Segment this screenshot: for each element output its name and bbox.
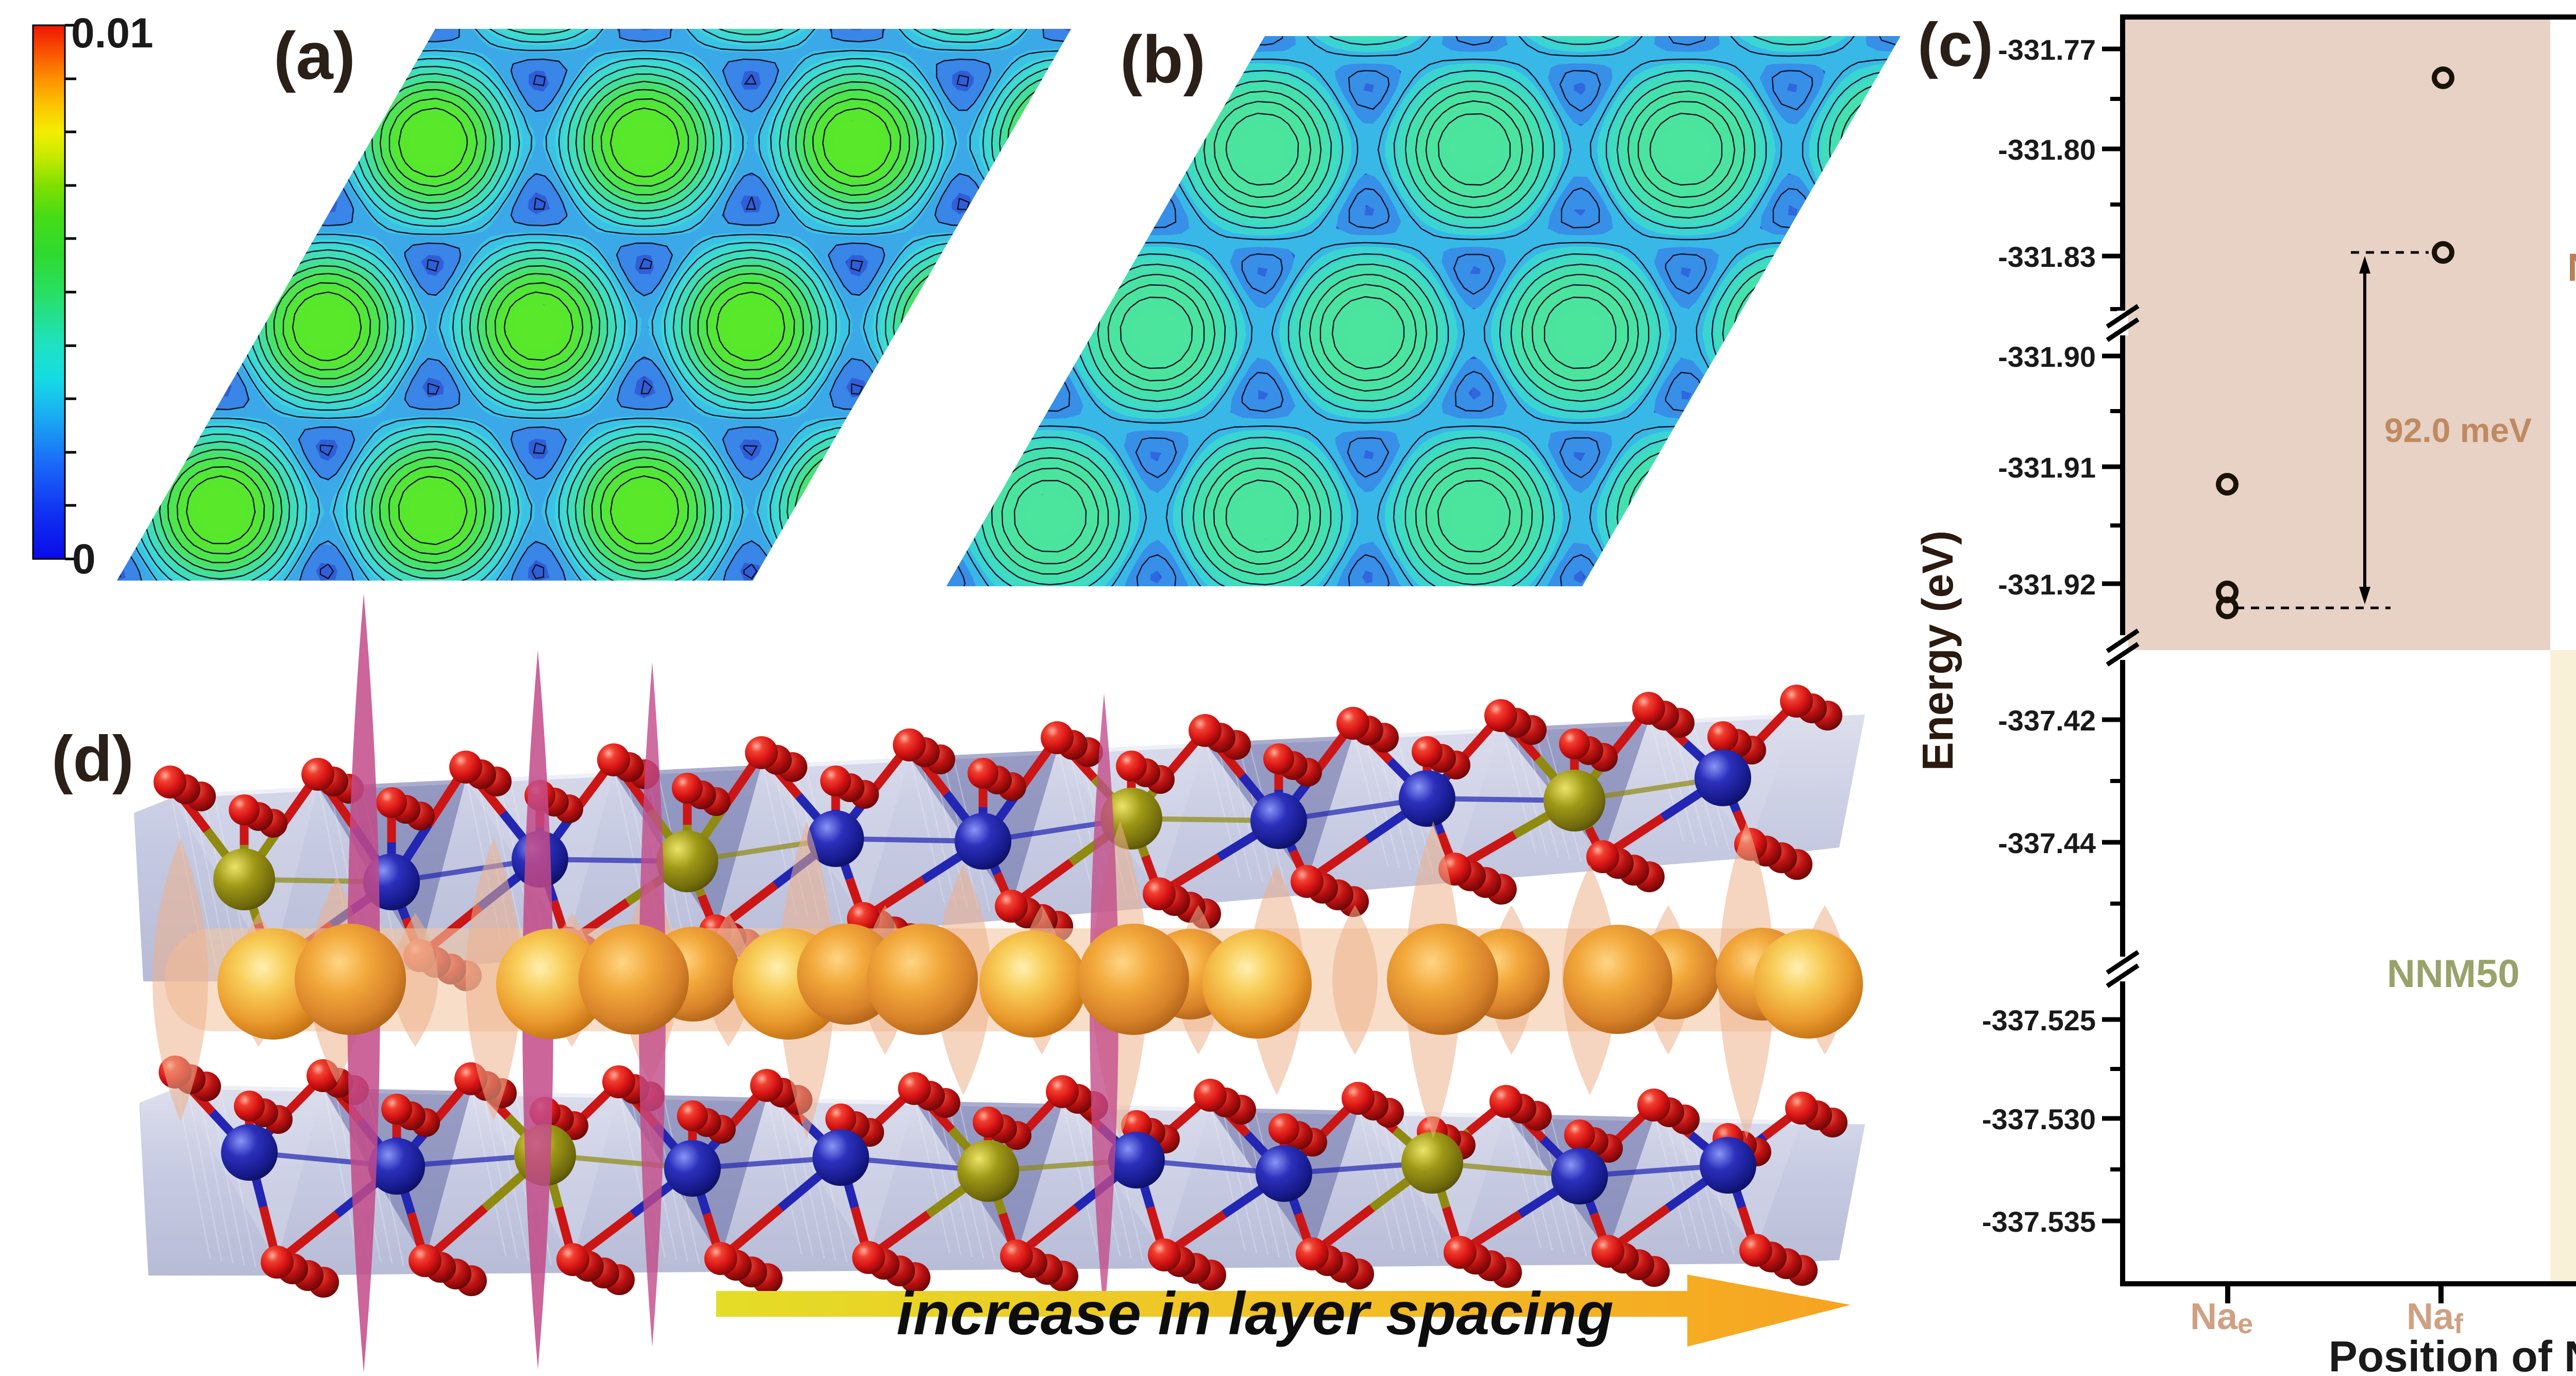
svg-text:Energy (eV): Energy (eV) <box>1913 531 1962 771</box>
svg-text:0: 0 <box>72 536 96 583</box>
svg-text:(d): (d) <box>52 723 134 795</box>
svg-text:(c): (c) <box>1918 10 1993 79</box>
svg-text:-331.80: -331.80 <box>1998 133 2096 166</box>
svg-text:Naf: Naf <box>2406 1296 2464 1339</box>
svg-text:-337.525: -337.525 <box>1982 1004 2096 1037</box>
svg-text:-331.77: -331.77 <box>1998 33 2096 66</box>
svg-text:0.01: 0.01 <box>71 10 154 57</box>
svg-text:-331.90: -331.90 <box>1998 341 2096 373</box>
svg-text:Position of Na+: Position of Na+ <box>2329 1330 2576 1376</box>
svg-text:(a): (a) <box>274 18 355 93</box>
svg-text:NNM50: NNM50 <box>2387 952 2520 996</box>
svg-text:NNM67: NNM67 <box>2567 246 2576 290</box>
svg-text:-337.42: -337.42 <box>1998 704 2096 737</box>
svg-text:-337.535: -337.535 <box>1982 1205 2096 1238</box>
svg-text:(b): (b) <box>1120 22 1206 97</box>
svg-text:-331.91: -331.91 <box>1998 451 2096 484</box>
svg-text:increase in layer spacing: increase in layer spacing <box>896 1280 1614 1347</box>
svg-text:-337.530: -337.530 <box>1982 1103 2096 1135</box>
svg-text:92.0 meV: 92.0 meV <box>2384 411 2532 449</box>
svg-text:-331.83: -331.83 <box>1998 241 2096 273</box>
svg-text:-337.44: -337.44 <box>1998 827 2096 859</box>
svg-text:-331.92: -331.92 <box>1998 568 2096 601</box>
